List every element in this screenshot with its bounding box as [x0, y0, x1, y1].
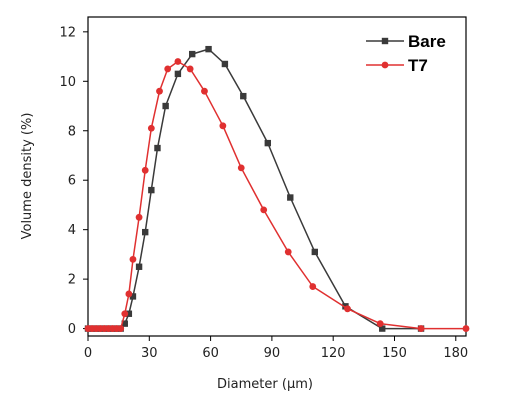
legend-marker-t7 [381, 61, 389, 69]
data-point-bare [205, 45, 212, 53]
data-point-t7 [344, 305, 351, 313]
data-point-bare [379, 325, 386, 332]
x-tick-label: 0 [84, 346, 92, 361]
x-tick-label: 120 [321, 346, 346, 361]
data-point-t7 [164, 65, 172, 73]
legend-item-bare: Bare [366, 32, 446, 51]
plot-frame [87, 16, 467, 337]
y-tick-label: 8 [68, 124, 76, 139]
data-point-t7 [201, 87, 208, 95]
x-tick-label: 30 [141, 346, 158, 361]
data-point-bare [154, 144, 161, 152]
data-point-bare [121, 320, 128, 327]
data-point-bare [240, 92, 247, 100]
data-point-bare [142, 228, 149, 236]
data-point-t7 [376, 320, 384, 328]
ticks-layer: 0 30 60 90 120 150 180 0 2 4 6 8 10 12 [59, 25, 468, 361]
data-point-t7 [135, 213, 143, 221]
series-line-bare [88, 48, 421, 330]
data-point-t7 [284, 248, 292, 256]
series-line-t7 [88, 60, 466, 330]
legend-label-t7: T7 [408, 56, 428, 75]
series-layer [84, 45, 470, 332]
data-point-t7 [462, 325, 470, 332]
data-point-t7 [417, 325, 425, 332]
legend-label-bare: Bare [408, 32, 446, 51]
data-point-bare [125, 310, 133, 317]
x-axis-title: Diameter (μm) [217, 377, 313, 392]
data-point-bare [135, 263, 143, 270]
y-tick-label: 6 [68, 174, 76, 189]
y-tick-label: 2 [68, 273, 76, 288]
data-point-t7 [219, 122, 227, 130]
data-point-bare [189, 50, 196, 58]
data-point-t7 [147, 124, 155, 132]
data-point-t7 [237, 164, 245, 172]
data-point-t7 [117, 325, 125, 332]
y-tick-label: 0 [68, 322, 76, 337]
data-point-bare [264, 139, 272, 147]
data-point-t7 [121, 310, 129, 318]
data-point-bare [221, 60, 229, 68]
data-point-bare [311, 248, 318, 256]
y-tick-label: 12 [59, 25, 76, 40]
data-point-t7 [186, 65, 194, 73]
data-point-t7 [174, 58, 182, 65]
data-point-t7 [156, 87, 163, 95]
x-tick-label: 180 [443, 346, 468, 361]
legend-marker-bare [381, 37, 389, 45]
data-point-bare [129, 293, 137, 300]
x-tick-label: 60 [202, 346, 219, 361]
legend-item-t7: T7 [366, 56, 428, 75]
y-tick-label: 4 [68, 223, 76, 238]
data-point-t7 [309, 283, 317, 290]
data-point-t7 [141, 166, 149, 174]
data-point-t7 [125, 290, 133, 298]
data-point-t7 [129, 255, 137, 263]
y-tick-label: 10 [59, 75, 76, 90]
data-point-t7 [260, 206, 268, 214]
x-tick-label: 150 [382, 346, 407, 361]
data-point-bare [148, 186, 155, 194]
legend: Bare T7 [366, 32, 446, 75]
data-point-bare [162, 102, 169, 110]
data-point-bare [174, 70, 182, 78]
y-axis-title: Volume density (%) [20, 113, 35, 240]
x-tick-label: 90 [264, 346, 281, 361]
data-point-bare [287, 194, 294, 201]
